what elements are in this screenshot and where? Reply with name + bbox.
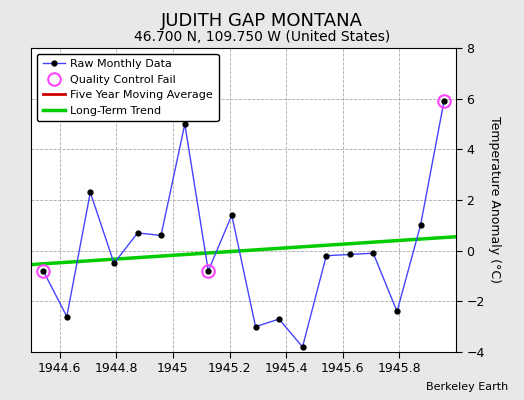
Y-axis label: Temperature Anomaly (°C): Temperature Anomaly (°C) xyxy=(488,116,501,284)
Line: Raw Monthly Data: Raw Monthly Data xyxy=(41,99,446,349)
Raw Monthly Data xyxy=(394,309,400,314)
Raw Monthly Data xyxy=(323,253,330,258)
Raw Monthly Data xyxy=(417,223,423,228)
Text: Berkeley Earth: Berkeley Earth xyxy=(426,382,508,392)
Raw Monthly Data xyxy=(134,230,140,235)
Quality Control Fail xyxy=(205,268,211,273)
Raw Monthly Data xyxy=(253,324,259,329)
Raw Monthly Data xyxy=(276,317,282,322)
Raw Monthly Data xyxy=(158,233,164,238)
Raw Monthly Data xyxy=(441,99,447,104)
Raw Monthly Data xyxy=(228,213,235,218)
Raw Monthly Data xyxy=(182,122,188,126)
Line: Quality Control Fail: Quality Control Fail xyxy=(37,95,450,277)
Raw Monthly Data xyxy=(205,268,211,273)
Raw Monthly Data xyxy=(111,261,117,266)
Text: JUDITH GAP MONTANA: JUDITH GAP MONTANA xyxy=(161,12,363,30)
Raw Monthly Data xyxy=(40,268,47,273)
Raw Monthly Data xyxy=(63,314,70,319)
Text: 46.700 N, 109.750 W (United States): 46.700 N, 109.750 W (United States) xyxy=(134,30,390,44)
Quality Control Fail xyxy=(40,268,47,273)
Raw Monthly Data xyxy=(370,251,376,256)
Raw Monthly Data xyxy=(346,252,353,257)
Legend: Raw Monthly Data, Quality Control Fail, Five Year Moving Average, Long-Term Tren: Raw Monthly Data, Quality Control Fail, … xyxy=(37,54,219,121)
Raw Monthly Data xyxy=(299,344,305,349)
Raw Monthly Data xyxy=(87,190,93,195)
Quality Control Fail xyxy=(441,99,447,104)
